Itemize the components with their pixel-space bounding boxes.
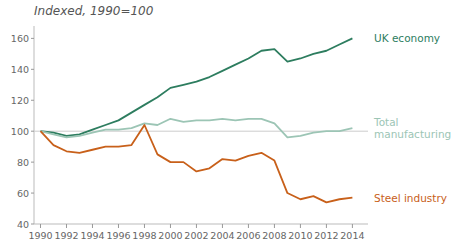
series-label-line: UK economy xyxy=(374,32,440,44)
x-tick xyxy=(40,224,41,228)
series-line xyxy=(41,119,353,138)
series-label-line: manufacturing xyxy=(374,128,451,140)
series-label: UK economy xyxy=(374,32,440,44)
x-tick-label: 1994 xyxy=(80,230,104,241)
x-tick-label: 2012 xyxy=(314,230,338,241)
x-tick xyxy=(300,224,301,228)
x-tick xyxy=(144,224,145,228)
y-tick xyxy=(31,38,34,39)
plot-area xyxy=(34,38,368,202)
series-label-line: Steel industry xyxy=(374,192,447,204)
y-tick xyxy=(31,131,34,132)
y-tick xyxy=(31,193,34,194)
x-tick-label: 2008 xyxy=(262,230,286,241)
y-tick-label: 120 xyxy=(11,95,29,106)
x-tick-label: 2006 xyxy=(236,230,260,241)
y-tick-label: 140 xyxy=(11,64,29,75)
x-axis xyxy=(34,224,368,225)
y-tick xyxy=(31,69,34,70)
x-tick-label: 1990 xyxy=(28,230,52,241)
x-tick xyxy=(274,224,275,228)
x-tick xyxy=(170,224,171,228)
x-tick xyxy=(196,224,197,228)
y-tick xyxy=(31,100,34,101)
y-tick-label: 80 xyxy=(17,157,29,168)
y-tick xyxy=(31,224,34,225)
y-tick-label: 160 xyxy=(11,33,29,44)
x-tick xyxy=(222,224,223,228)
series-label-line: Total xyxy=(373,116,399,128)
y-tick-label: 60 xyxy=(17,188,29,199)
y-axis xyxy=(34,26,35,224)
y-tick-label: 40 xyxy=(17,219,29,230)
x-tick xyxy=(118,224,119,228)
x-tick xyxy=(352,224,353,228)
x-tick-label: 1992 xyxy=(54,230,78,241)
chart: Indexed, 1990=10019901992199419961998200… xyxy=(0,0,455,247)
x-tick-label: 2010 xyxy=(288,230,312,241)
series-label: Steel industry xyxy=(374,192,447,204)
x-tick xyxy=(92,224,93,228)
x-tick-label: 1998 xyxy=(132,230,156,241)
x-tick xyxy=(326,224,327,228)
x-tick xyxy=(66,224,67,228)
title: Indexed, 1990=100 xyxy=(34,4,154,18)
y-tick xyxy=(31,162,34,163)
x-tick-label: 2014 xyxy=(340,230,364,241)
x-tick-label: 2000 xyxy=(158,230,182,241)
series-label: Totalmanufacturing xyxy=(373,116,451,140)
x-tick xyxy=(248,224,249,228)
y-tick-label: 100 xyxy=(11,126,29,137)
x-tick-label: 2004 xyxy=(210,230,234,241)
series-line xyxy=(41,125,353,202)
x-tick-label: 2002 xyxy=(184,230,208,241)
x-tick-label: 1996 xyxy=(106,230,130,241)
